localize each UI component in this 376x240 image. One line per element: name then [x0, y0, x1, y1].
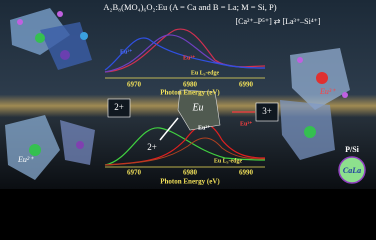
- eu2-label: Eu²⁺: [198, 124, 210, 131]
- right-crystal: [280, 48, 350, 160]
- graphical-abstract: A₂B₈(MO₄)₆O₂:Eu (A = Ca and B = La; M = …: [0, 0, 376, 189]
- axis-label: Photon Energy (eV): [160, 89, 220, 97]
- tick-label: 6990: [239, 169, 254, 177]
- eu3-label: Eu³⁺: [240, 120, 252, 127]
- substitution: [Ca²⁺–P⁵⁺] ⇄ [La³⁺–Si⁴⁺]: [235, 17, 320, 26]
- legend-label: P/Si: [345, 145, 360, 154]
- formula: A₂B₈(MO₄)₆O₂:Eu (A = Ca and B = La; M = …: [103, 2, 276, 12]
- tick-label: 6980: [183, 81, 198, 89]
- edge-label: Eu L₃-edge: [191, 70, 220, 76]
- charge: 2+: [147, 142, 157, 152]
- side-label: Eu²⁺: [17, 155, 34, 164]
- charge: 2+: [114, 102, 124, 112]
- left-bottom-crystal: [5, 115, 95, 180]
- legend-label: CaLa: [343, 166, 361, 175]
- eu2-label: Eu²⁺: [120, 48, 132, 55]
- edge-label: Eu L₃-edge: [214, 158, 243, 164]
- tick-label: 6970: [127, 81, 142, 89]
- side-label: Eu³⁺: [319, 87, 336, 96]
- charge: 3+: [262, 106, 272, 116]
- top-spectrum: [104, 28, 266, 79]
- tick-label: 6980: [183, 169, 198, 177]
- left-crystal: [10, 8, 92, 70]
- legend-disc: [338, 156, 366, 184]
- site: Eu: [191, 102, 203, 113]
- eu3-label: Eu³⁺: [183, 54, 195, 61]
- tick-label: 6990: [239, 81, 254, 89]
- center-sites: [107, 89, 279, 141]
- tick-label: 6970: [127, 169, 142, 177]
- axis-label: Photon Energy (eV): [160, 178, 220, 186]
